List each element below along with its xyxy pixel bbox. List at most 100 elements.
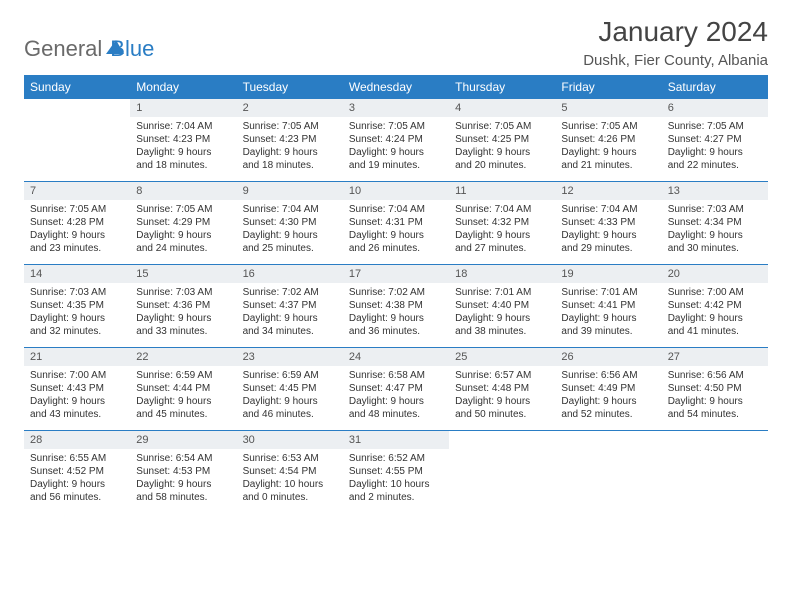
day-line: Daylight: 9 hours (136, 229, 230, 242)
calendar-day-cell: 17Sunrise: 7:02 AMSunset: 4:38 PMDayligh… (343, 265, 449, 348)
day-line: Daylight: 10 hours (349, 478, 443, 491)
day-number: 10 (343, 182, 449, 200)
calendar-week-row: 7Sunrise: 7:05 AMSunset: 4:28 PMDaylight… (24, 182, 768, 265)
day-line: Sunrise: 7:05 AM (243, 120, 337, 133)
calendar-day-cell: 22Sunrise: 6:59 AMSunset: 4:44 PMDayligh… (130, 348, 236, 431)
day-line: Sunrise: 7:01 AM (455, 286, 549, 299)
title-block: January 2024 Dushk, Fier County, Albania (583, 16, 768, 69)
day-line: and 34 minutes. (243, 325, 337, 338)
day-line: Sunrise: 6:54 AM (136, 452, 230, 465)
day-number (449, 431, 555, 449)
day-line: Sunset: 4:36 PM (136, 299, 230, 312)
day-line: and 36 minutes. (349, 325, 443, 338)
day-line: Sunset: 4:49 PM (561, 382, 655, 395)
day-line: Sunset: 4:43 PM (30, 382, 124, 395)
day-line: Sunrise: 7:04 AM (561, 203, 655, 216)
calendar-day-cell: 4Sunrise: 7:05 AMSunset: 4:25 PMDaylight… (449, 99, 555, 182)
day-line: Daylight: 9 hours (455, 395, 549, 408)
day-line: Sunset: 4:23 PM (243, 133, 337, 146)
day-body: Sunrise: 6:59 AMSunset: 4:45 PMDaylight:… (237, 366, 343, 424)
day-line: Sunset: 4:54 PM (243, 465, 337, 478)
day-line: Sunset: 4:25 PM (455, 133, 549, 146)
calendar-day-cell: 8 Sunrise: 7:05 AMSunset: 4:29 PMDaylight… (130, 182, 236, 265)
header: General Blue January 2024 Dushk, Fier Co… (24, 16, 768, 69)
day-body: Sunrise: 7:04 AMSunset: 4:32 PMDaylight:… (449, 200, 555, 258)
day-line: Sunrise: 7:00 AM (668, 286, 762, 299)
day-line: Daylight: 9 hours (668, 395, 762, 408)
day-line: Sunset: 4:32 PM (455, 216, 549, 229)
calendar-week-row: 21Sunrise: 7:00 AMSunset: 4:43 PMDayligh… (24, 348, 768, 431)
day-body: Sunrise: 7:02 AMSunset: 4:37 PMDaylight:… (237, 283, 343, 341)
day-line: Sunset: 4:41 PM (561, 299, 655, 312)
day-line: Sunrise: 7:05 AM (136, 203, 230, 216)
calendar-day-cell: 26Sunrise: 6:56 AMSunset: 4:49 PMDayligh… (555, 348, 661, 431)
day-line: and 25 minutes. (243, 242, 337, 255)
day-number: 8 (130, 182, 236, 200)
day-number: 27 (662, 348, 768, 366)
day-number (555, 431, 661, 449)
day-header: Thursday (449, 75, 555, 99)
day-line: Sunset: 4:35 PM (30, 299, 124, 312)
calendar-day-cell: 13Sunrise: 7:03 AMSunset: 4:34 PMDayligh… (662, 182, 768, 265)
day-body: Sunrise: 7:05 AMSunset: 4:25 PMDaylight:… (449, 117, 555, 175)
day-number (662, 431, 768, 449)
day-number: 23 (237, 348, 343, 366)
day-line: Sunset: 4:27 PM (668, 133, 762, 146)
day-body: Sunrise: 7:00 AMSunset: 4:43 PMDaylight:… (24, 366, 130, 424)
day-line: and 56 minutes. (30, 491, 124, 504)
day-line: Sunrise: 7:04 AM (136, 120, 230, 133)
day-number: 25 (449, 348, 555, 366)
day-line: Sunrise: 6:56 AM (668, 369, 762, 382)
day-line: Sunset: 4:34 PM (668, 216, 762, 229)
day-number: 4 (449, 99, 555, 117)
day-body (24, 117, 130, 123)
day-header: Sunday (24, 75, 130, 99)
calendar-day-cell: 29Sunrise: 6:54 AMSunset: 4:53 PMDayligh… (130, 431, 236, 514)
day-line: Daylight: 9 hours (561, 395, 655, 408)
day-line: Daylight: 9 hours (30, 395, 124, 408)
calendar-day-cell: 1Sunrise: 7:04 AMSunset: 4:23 PMDaylight… (130, 99, 236, 182)
calendar-table: Sunday Monday Tuesday Wednesday Thursday… (24, 75, 768, 513)
day-line: Daylight: 9 hours (349, 146, 443, 159)
day-line: Sunrise: 6:59 AM (136, 369, 230, 382)
calendar-day-cell: 16Sunrise: 7:02 AMSunset: 4:37 PMDayligh… (237, 265, 343, 348)
day-number: 19 (555, 265, 661, 283)
day-line: Daylight: 9 hours (136, 478, 230, 491)
calendar-day-cell: 10Sunrise: 7:04 AMSunset: 4:31 PMDayligh… (343, 182, 449, 265)
day-line: Sunrise: 7:04 AM (243, 203, 337, 216)
calendar-week-row: 28Sunrise: 6:55 AMSunset: 4:52 PMDayligh… (24, 431, 768, 514)
day-line: Sunset: 4:38 PM (349, 299, 443, 312)
day-line: Daylight: 9 hours (668, 229, 762, 242)
logo: General Blue (24, 16, 154, 62)
calendar-day-cell: 9Sunrise: 7:04 AMSunset: 4:30 PMDaylight… (237, 182, 343, 265)
day-number: 16 (237, 265, 343, 283)
day-line: and 32 minutes. (30, 325, 124, 338)
day-line: and 27 minutes. (455, 242, 549, 255)
calendar-day-cell: 5Sunrise: 7:05 AMSunset: 4:26 PMDaylight… (555, 99, 661, 182)
day-line: Sunset: 4:29 PM (136, 216, 230, 229)
day-line: and 50 minutes. (455, 408, 549, 421)
day-line: and 45 minutes. (136, 408, 230, 421)
calendar-day-cell: 27Sunrise: 6:56 AMSunset: 4:50 PMDayligh… (662, 348, 768, 431)
day-line: and 20 minutes. (455, 159, 549, 172)
day-number: 13 (662, 182, 768, 200)
day-line: Sunrise: 7:01 AM (561, 286, 655, 299)
location-subtitle: Dushk, Fier County, Albania (583, 52, 768, 69)
day-line: Daylight: 9 hours (136, 395, 230, 408)
day-body: Sunrise: 6:59 AMSunset: 4:44 PMDaylight:… (130, 366, 236, 424)
day-line: Sunrise: 6:53 AM (243, 452, 337, 465)
calendar-day-cell: 19Sunrise: 7:01 AMSunset: 4:41 PMDayligh… (555, 265, 661, 348)
day-header: Tuesday (237, 75, 343, 99)
day-body: Sunrise: 6:53 AMSunset: 4:54 PMDaylight:… (237, 449, 343, 507)
day-body: Sunrise: 7:04 AMSunset: 4:33 PMDaylight:… (555, 200, 661, 258)
day-line: Sunset: 4:40 PM (455, 299, 549, 312)
day-line: and 30 minutes. (668, 242, 762, 255)
day-body: Sunrise: 7:00 AMSunset: 4:42 PMDaylight:… (662, 283, 768, 341)
day-line: Sunrise: 6:52 AM (349, 452, 443, 465)
day-number: 22 (130, 348, 236, 366)
calendar-day-cell: 15Sunrise: 7:03 AMSunset: 4:36 PMDayligh… (130, 265, 236, 348)
day-line: Daylight: 9 hours (136, 146, 230, 159)
day-line: Sunset: 4:45 PM (243, 382, 337, 395)
day-number: 9 (237, 182, 343, 200)
calendar-day-cell: 2Sunrise: 7:05 AMSunset: 4:23 PMDaylight… (237, 99, 343, 182)
